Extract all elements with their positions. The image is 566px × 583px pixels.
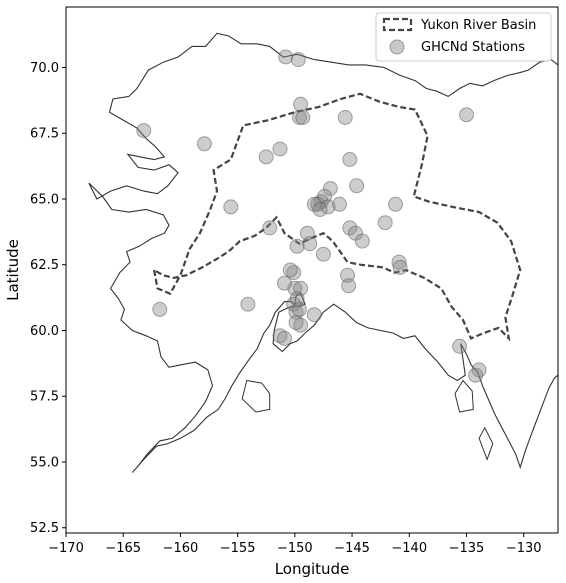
- station-point: [388, 196, 403, 212]
- coastline-island: [478, 426, 494, 461]
- x-tick-label: −170: [48, 541, 84, 556]
- y-tick-label: 60.0: [30, 324, 59, 339]
- plot-background: [66, 7, 558, 533]
- x-tick-label: −135: [449, 541, 485, 556]
- station-point: [354, 233, 370, 249]
- station-point: [392, 259, 408, 275]
- station-point: [391, 254, 407, 270]
- x-tick-label: −155: [220, 541, 256, 556]
- station-point: [306, 196, 322, 212]
- station-point: [223, 199, 239, 215]
- station-point: [337, 110, 353, 125]
- y-tick-label: 67.5: [30, 127, 59, 142]
- station-point: [290, 52, 306, 68]
- x-tick-label: −160: [163, 541, 199, 556]
- station-point: [295, 110, 311, 125]
- legend-basin-label: Yukon River Basin: [420, 18, 536, 33]
- station-point: [240, 296, 256, 312]
- x-tick-label: −140: [391, 541, 427, 556]
- coastline-island: [241, 379, 271, 413]
- station-point: [272, 141, 288, 157]
- points-layer: [136, 49, 487, 383]
- plot-frame: [65, 6, 559, 534]
- station-point: [289, 238, 305, 254]
- x-tick-label: −145: [334, 541, 370, 556]
- station-point: [306, 307, 322, 323]
- y-tick-label: 65.0: [30, 192, 59, 207]
- station-point: [459, 107, 474, 123]
- legend-stations-marker: [389, 39, 405, 55]
- coastline-island: [454, 379, 474, 413]
- legend-stations-label: GHCNd Stations: [421, 40, 525, 55]
- station-point: [277, 275, 292, 291]
- station-point: [293, 96, 309, 112]
- x-tick-label: −165: [105, 541, 141, 556]
- y-tick-label: 70.0: [30, 61, 59, 76]
- station-point: [272, 328, 288, 344]
- coastline-mainland: [88, 32, 558, 473]
- x-axis-title: Longitude: [275, 560, 350, 578]
- station-point: [152, 301, 168, 317]
- station-point: [342, 220, 358, 236]
- station-point: [136, 123, 152, 139]
- station-point: [322, 181, 338, 196]
- station-point: [282, 262, 298, 278]
- y-axis: 52.5 55.0 57.5 60.0 62.5 65.0 67.5 70.0: [30, 61, 66, 536]
- legend: Yukon River Basin GHCNd Stations: [375, 12, 552, 62]
- station-point: [349, 178, 365, 194]
- station-point: [452, 338, 468, 354]
- map-layer: [88, 32, 558, 473]
- station-point: [196, 136, 212, 152]
- station-point: [278, 49, 294, 65]
- station-point: [468, 367, 484, 383]
- legend-basin-swatch: [382, 17, 413, 32]
- y-tick-label: 62.5: [30, 258, 59, 273]
- y-tick-label: 57.5: [30, 390, 59, 405]
- station-point: [293, 317, 309, 333]
- station-point: [291, 301, 307, 317]
- station-point: [377, 215, 393, 231]
- station-point: [302, 236, 318, 252]
- station-point: [332, 196, 347, 212]
- x-axis: −170 −165 −160 −155 −150 −145 −140 −135 −130: [48, 533, 542, 556]
- station-point: [342, 152, 358, 167]
- x-tick-label: −150: [277, 541, 313, 556]
- station-point: [262, 220, 278, 236]
- station-point: [258, 149, 274, 165]
- station-point: [277, 330, 292, 346]
- station-point: [288, 315, 304, 331]
- basin-outline: [152, 92, 522, 342]
- x-tick-label: −130: [506, 541, 542, 556]
- basin-layer: [152, 92, 522, 342]
- y-axis-title: Latitude: [4, 239, 22, 301]
- station-point: [341, 278, 357, 294]
- station-point: [312, 202, 328, 217]
- station-point: [291, 110, 307, 125]
- station-point: [315, 246, 331, 262]
- y-tick-label: 55.0: [30, 455, 59, 470]
- legend-box: [375, 12, 552, 62]
- y-tick-label: 52.5: [30, 521, 59, 536]
